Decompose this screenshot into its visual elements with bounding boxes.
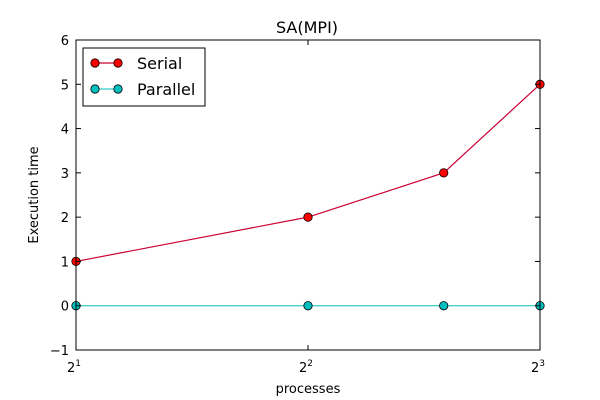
data-point-serial <box>303 212 313 222</box>
legend: Serial Parallel <box>82 47 206 107</box>
y-axis: −1 0 1 2 3 4 5 6 <box>50 34 540 359</box>
x-axis: 21 22 23 <box>67 40 545 376</box>
y-tick-label: 0 <box>61 300 69 315</box>
legend-marker-serial <box>113 58 123 68</box>
series-line-serial <box>75 83 541 263</box>
y-tick-label: −1 <box>50 344 69 359</box>
chart-title: SA(MPI) <box>276 18 338 37</box>
y-tick-label: 1 <box>61 255 69 270</box>
x-tick-label: 22 <box>299 359 313 376</box>
legend-box <box>82 47 206 107</box>
x-tick-label: 23 <box>531 359 545 376</box>
y-tick-label: 5 <box>61 78 69 93</box>
y-tick-label: 6 <box>61 34 69 49</box>
y-tick-label: 2 <box>61 211 69 226</box>
legend-marker-parallel <box>90 84 100 94</box>
legend-marker-serial <box>90 58 100 68</box>
data-point-parallel <box>303 301 313 311</box>
legend-marker-parallel <box>113 84 123 94</box>
data-point-parallel <box>439 301 449 311</box>
x-axis-label: processes <box>276 382 341 397</box>
legend-label-serial: Serial <box>137 54 182 73</box>
y-axis-label: Execution time <box>27 146 42 243</box>
data-point-serial <box>439 168 449 178</box>
y-tick-label: 4 <box>61 123 69 138</box>
y-tick-label: 3 <box>61 167 69 182</box>
x-tick-label: 21 <box>67 359 81 376</box>
legend-label-parallel: Parallel <box>137 80 195 99</box>
plot-area <box>71 79 545 311</box>
